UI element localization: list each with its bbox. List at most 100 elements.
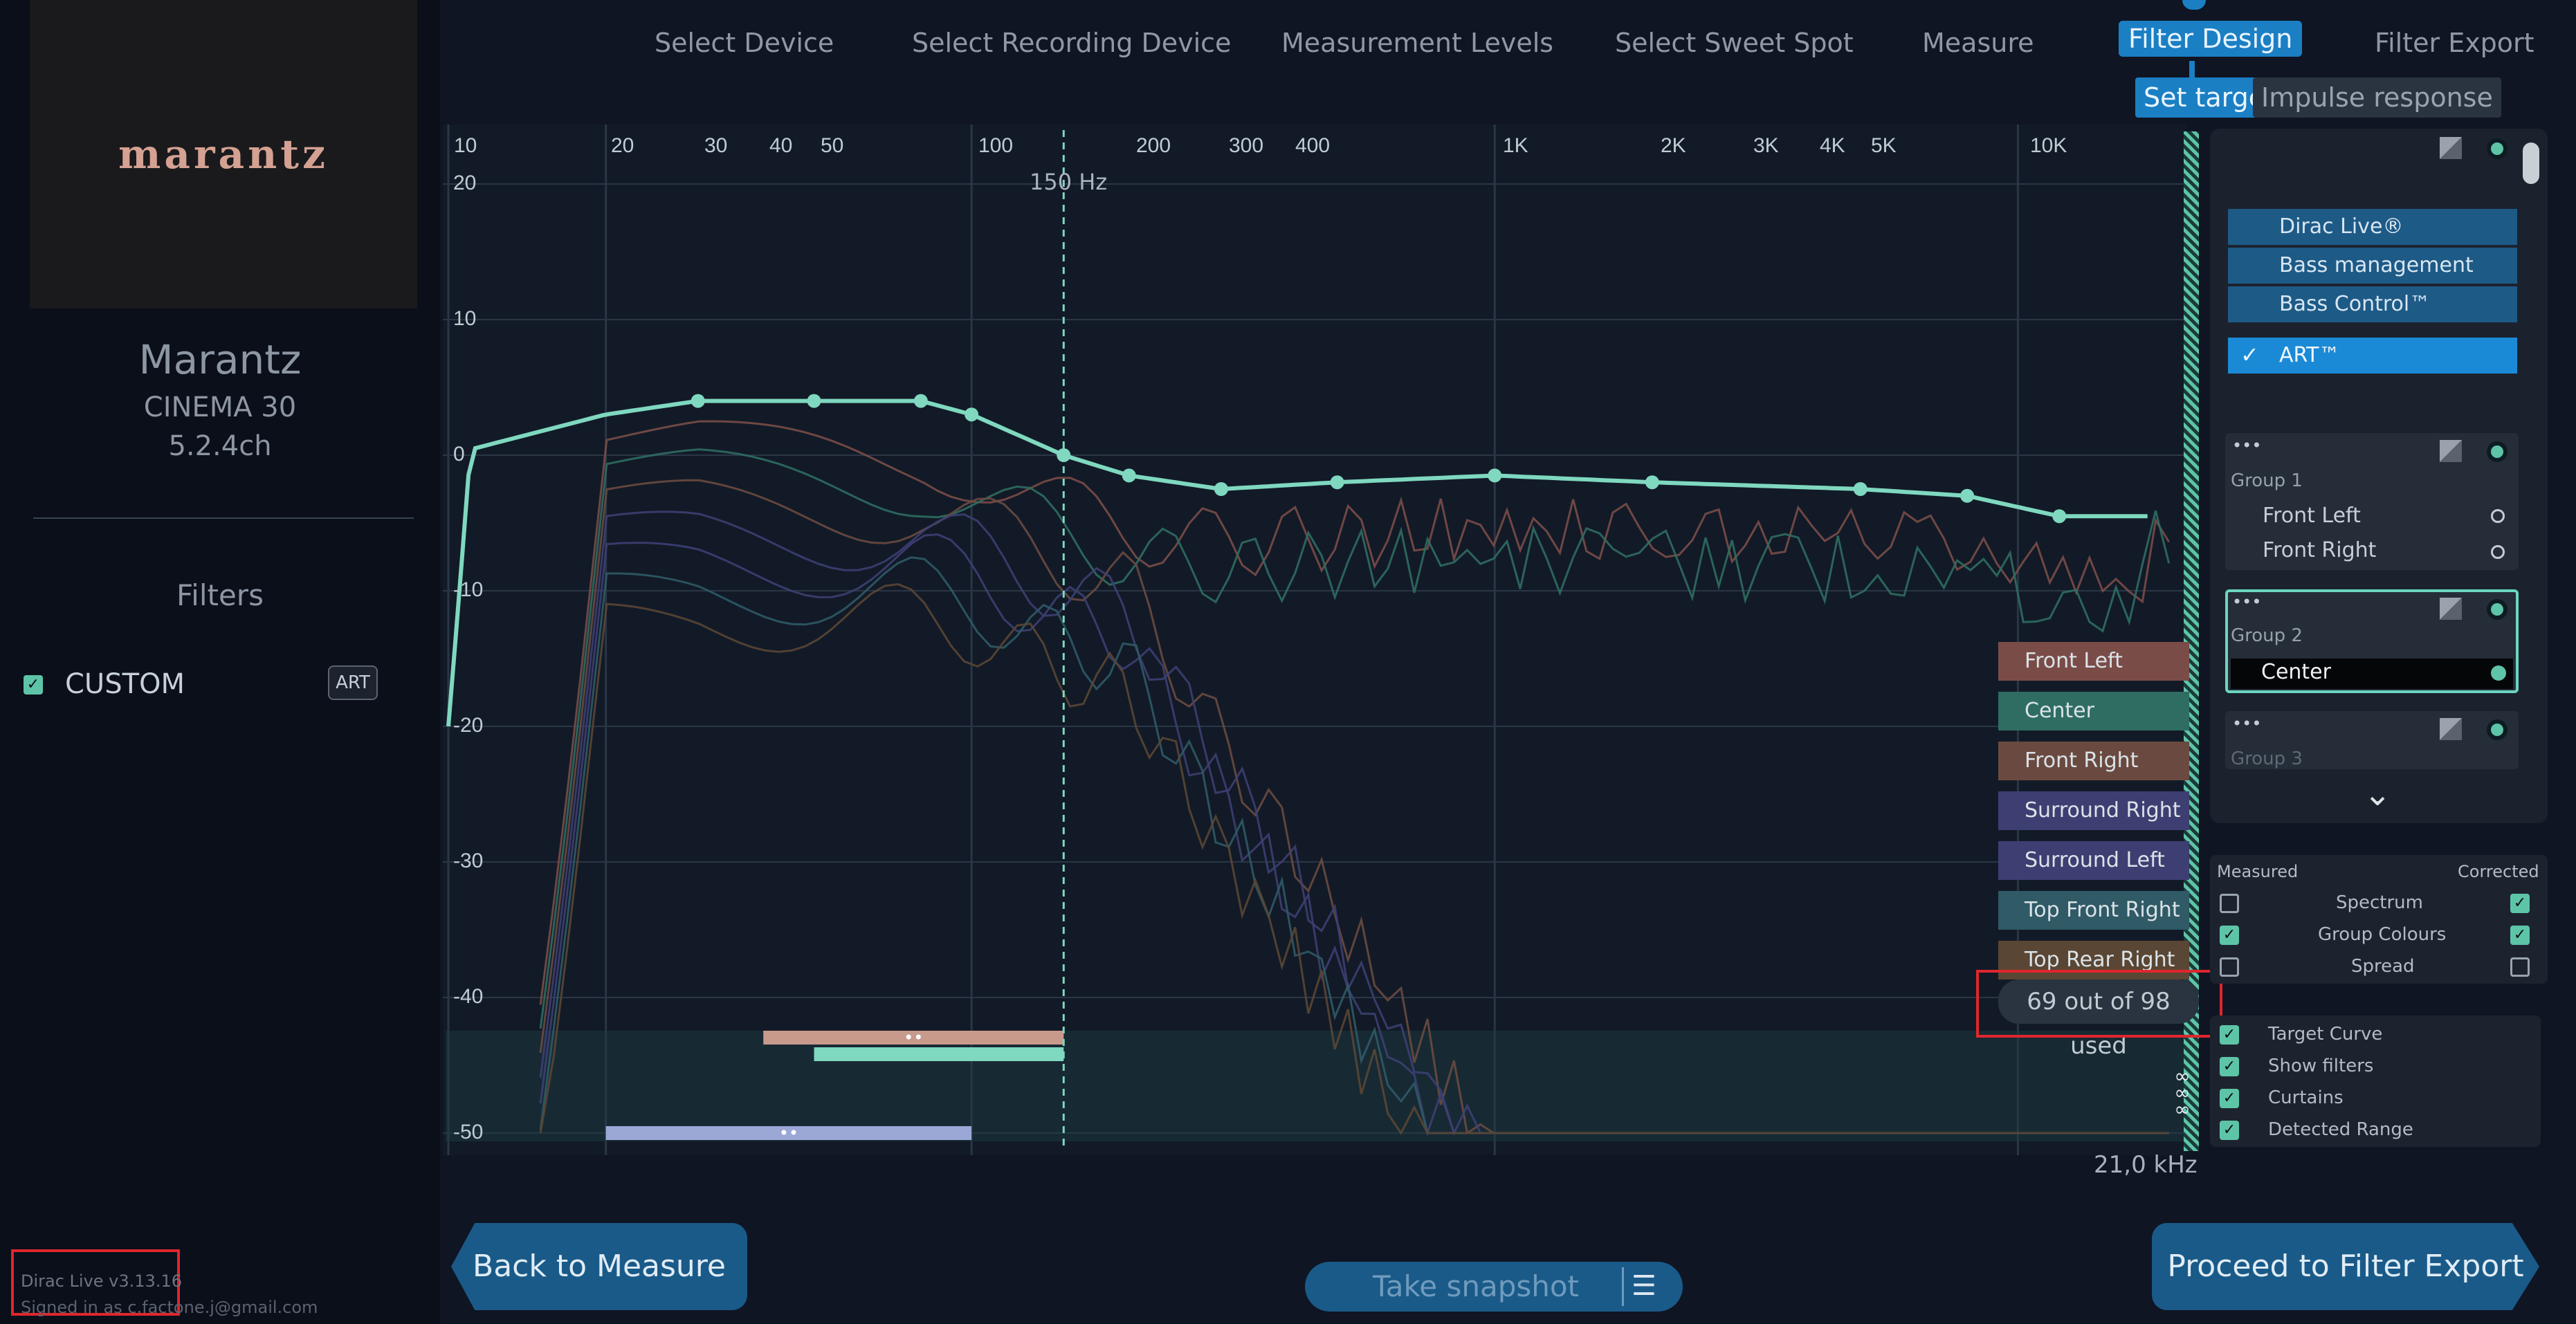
solo-icon[interactable]	[2487, 719, 2508, 740]
freq-tick: 40	[769, 134, 793, 157]
curtains-checkbox[interactable]: ✓	[2220, 1089, 2239, 1108]
db-tick: -20	[453, 714, 484, 737]
group-title: Group 3	[2231, 748, 2303, 769]
version-text: Dirac Live v3.13.16	[21, 1271, 182, 1291]
cutoff-label: 150 Hz	[1030, 169, 1108, 195]
measured-curve	[539, 420, 2170, 1005]
freq-tick: 20	[611, 134, 634, 157]
measured-curves	[539, 420, 2171, 1137]
divider	[1622, 1267, 1624, 1306]
option-label: Show filters	[2268, 1056, 2374, 1076]
radio-icon[interactable]	[2491, 545, 2505, 559]
detected-range-band	[446, 1031, 2186, 1141]
freq-tick: 50	[821, 134, 844, 157]
group-3[interactable]	[2225, 711, 2519, 769]
measured-spectrum-checkbox[interactable]	[2220, 894, 2239, 913]
channel-label-surround-right[interactable]: Surround Right	[1998, 791, 2189, 830]
radio-icon[interactable]	[2491, 509, 2505, 523]
check-icon: ✓	[2240, 342, 2259, 368]
filter-band	[814, 1047, 1064, 1061]
more-icon[interactable]: •••	[2232, 436, 2262, 455]
highlight-box	[11, 1249, 180, 1316]
solo-icon[interactable]	[2487, 599, 2508, 620]
corrected-group-colours-checkbox[interactable]: ✓	[2510, 926, 2530, 945]
target-curve-point	[1122, 468, 1136, 483]
snapshot-list-icon[interactable]: ☰	[1632, 1270, 1656, 1302]
freq-tick: 200	[1136, 134, 1171, 157]
proceed-to-filter-export-button[interactable]: Proceed to Filter Export	[2152, 1223, 2539, 1310]
group-channel-center[interactable]: Center	[2261, 660, 2331, 684]
frequency-response-graph[interactable]: •• ••	[443, 125, 2186, 1155]
freq-tick: 10K	[2030, 134, 2067, 157]
solo-icon[interactable]	[2487, 441, 2508, 462]
corrected-spread-checkbox[interactable]	[2510, 957, 2530, 977]
custom-filter-checkbox[interactable]: ✓	[24, 675, 43, 695]
take-snapshot-button[interactable]: Take snapshot	[1305, 1262, 1683, 1312]
measured-curve	[539, 448, 2171, 1029]
freq-tick: 300	[1229, 134, 1264, 157]
layers-icon[interactable]	[2440, 598, 2462, 620]
target-curve-checkbox[interactable]: ✓	[2220, 1025, 2239, 1045]
group-channel-front-right[interactable]: Front Right	[2263, 538, 2377, 562]
step-select-device[interactable]: Select Device	[655, 28, 834, 58]
target-curve-point	[1330, 475, 1344, 490]
more-icon[interactable]: •••	[2232, 714, 2262, 733]
channel-label-top-rear-right[interactable]: Top Rear Right	[1998, 941, 2189, 980]
step-filter-export[interactable]: Filter Export	[2375, 28, 2534, 58]
measured-group-colours-checkbox[interactable]: ✓	[2220, 926, 2239, 945]
step-filter-design[interactable]: Filter Design	[2119, 21, 2303, 57]
legend-corrected-heading: Corrected	[2458, 862, 2539, 881]
detected-range-checkbox[interactable]: ✓	[2220, 1121, 2239, 1140]
tab-impulse-response[interactable]: Impulse response	[2253, 77, 2501, 118]
freq-tick: 30	[704, 134, 728, 157]
back-to-measure-button[interactable]: Back to Measure	[451, 1223, 747, 1310]
freq-tick: 400	[1295, 134, 1331, 157]
channel-label-front-left[interactable]: Front Left	[1998, 642, 2189, 681]
measured-spread-checkbox[interactable]	[2220, 957, 2239, 977]
radio-selected-icon[interactable]	[2491, 665, 2506, 681]
mode-bass-control[interactable]: Bass Control™	[2228, 286, 2517, 322]
zoom-icon[interactable]: ∞ ∞ ∞	[2174, 1065, 2191, 1121]
device-model: CINEMA 30	[143, 392, 297, 423]
db-tick: -40	[453, 985, 484, 1008]
legend-measured-heading: Measured	[2217, 862, 2299, 881]
group-1[interactable]	[2225, 433, 2519, 570]
show-filters-checkbox[interactable]: ✓	[2220, 1057, 2239, 1076]
channel-label-top-front-right[interactable]: Top Front Right	[1998, 891, 2189, 930]
step-measurement-levels[interactable]: Measurement Levels	[1281, 28, 1554, 58]
layers-icon[interactable]	[2440, 718, 2462, 740]
db-tick: -30	[453, 849, 484, 872]
freq-tick: 5K	[1871, 134, 1897, 157]
mode-art-active[interactable]: ART™	[2228, 338, 2517, 374]
db-tick: -10	[453, 578, 484, 601]
channel-label-front-right[interactable]: Front Right	[1998, 742, 2189, 780]
measured-curve	[539, 582, 2169, 1135]
step-measure[interactable]: Measure	[1922, 28, 2034, 58]
group-channel-front-left[interactable]: Front Left	[2263, 504, 2361, 528]
channel-label-center[interactable]: Center	[1998, 692, 2189, 730]
layers-icon[interactable]	[2440, 137, 2462, 159]
corrected-spectrum-checkbox[interactable]: ✓	[2510, 894, 2530, 913]
display-options-panel	[2210, 1015, 2541, 1147]
active-step-connector	[2189, 61, 2195, 79]
more-icon[interactable]: •••	[2232, 592, 2262, 612]
freq-tick: 100	[978, 134, 1014, 157]
freq-tick: 1K	[1503, 134, 1528, 157]
signed-in-text: Signed in as c.factone.j@gmail.com	[21, 1298, 318, 1317]
step-select-sweet-spot[interactable]: Select Sweet Spot	[1615, 28, 1854, 58]
layers-icon[interactable]	[2440, 440, 2462, 462]
channel-label-surround-left[interactable]: Surround Left	[1998, 841, 2189, 880]
custom-filter-label[interactable]: CUSTOM	[65, 668, 185, 700]
group-channel-row[interactable]	[2231, 659, 2513, 689]
target-curve-point	[807, 394, 821, 408]
solo-icon[interactable]	[2487, 138, 2508, 159]
target-curve-point	[1488, 468, 1502, 483]
step-select-recording-device[interactable]: Select Recording Device	[912, 28, 1232, 58]
mode-dirac-live[interactable]: Dirac Live®	[2228, 209, 2517, 245]
panel-scrollbar[interactable]	[2523, 142, 2539, 184]
target-curve-point	[1853, 482, 1867, 496]
chevron-down-icon[interactable]: ⌄	[2364, 775, 2392, 813]
db-tick: 10	[453, 307, 477, 330]
freq-tick: 10	[454, 134, 477, 157]
mode-bass-management[interactable]: Bass management	[2228, 248, 2517, 284]
